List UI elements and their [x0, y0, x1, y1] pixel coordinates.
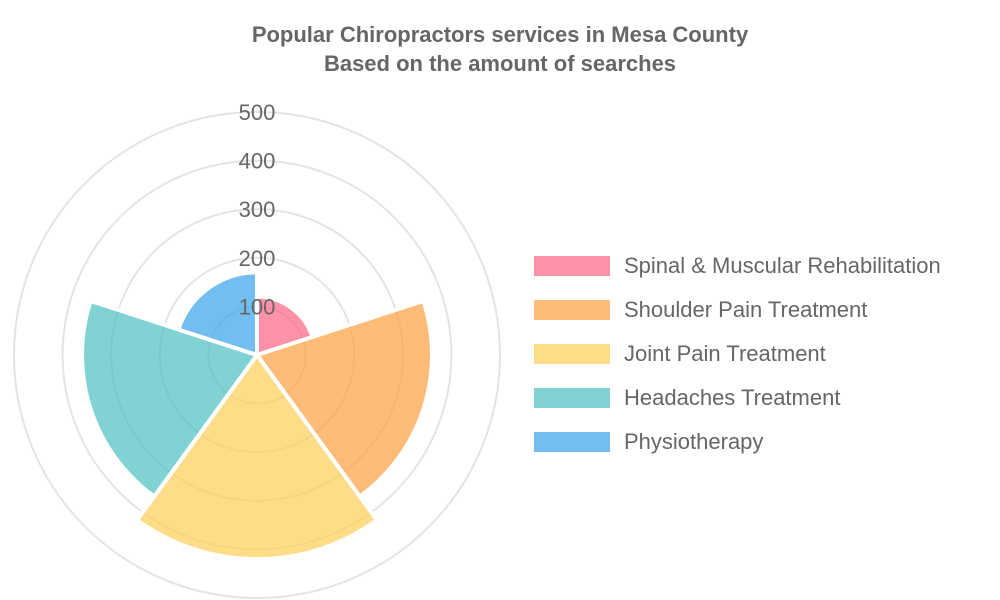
radial-tick-label: 500	[239, 100, 276, 125]
slice-physiotherapy[interactable]	[176, 270, 259, 357]
legend-swatch	[534, 300, 610, 320]
legend-item[interactable]: Shoulder Pain Treatment	[534, 288, 941, 332]
chart-title-line-1: Popular Chiropractors services in Mesa C…	[251, 22, 749, 47]
grid-circle	[13, 111, 501, 599]
legend-swatch	[534, 256, 610, 276]
legend-label: Shoulder Pain Treatment	[624, 297, 868, 322]
radial-tick-label: 200	[239, 246, 276, 271]
slice-shoulder-pain-treatment[interactable]	[255, 298, 434, 499]
chart-title: Popular Chiropractors services in Mesa C…	[0, 20, 1000, 78]
legend-item[interactable]: Joint Pain Treatment	[534, 332, 941, 376]
legend-item[interactable]: Headaches Treatment	[534, 376, 941, 420]
radial-tick-label: 400	[239, 149, 276, 174]
slice-headaches-treatment[interactable]	[80, 298, 259, 499]
legend-item[interactable]: Physiotherapy	[534, 420, 941, 464]
legend-label: Spinal & Muscular Rehabilitation	[624, 253, 941, 278]
legend-swatch	[534, 388, 610, 408]
radial-tick-labels: 100 200 300 400 500	[239, 100, 276, 319]
legend-swatch	[534, 344, 610, 364]
legend-label: Joint Pain Treatment	[624, 341, 826, 366]
legend-item[interactable]: Spinal & Muscular Rehabilitation	[534, 244, 941, 288]
legend-swatch	[534, 432, 610, 452]
chart-title-line-2: Based on the amount of searches	[323, 51, 677, 76]
chart-slices	[80, 270, 434, 562]
radial-tick-label: 100	[239, 294, 276, 319]
legend-label: Physiotherapy	[624, 429, 764, 454]
chart-legend: Spinal & Muscular Rehabilitation Shoulde…	[534, 244, 941, 464]
radial-tick-label: 300	[239, 197, 276, 222]
slice-joint-pain-treatment[interactable]	[135, 353, 379, 562]
legend-label: Headaches Treatment	[624, 385, 841, 410]
